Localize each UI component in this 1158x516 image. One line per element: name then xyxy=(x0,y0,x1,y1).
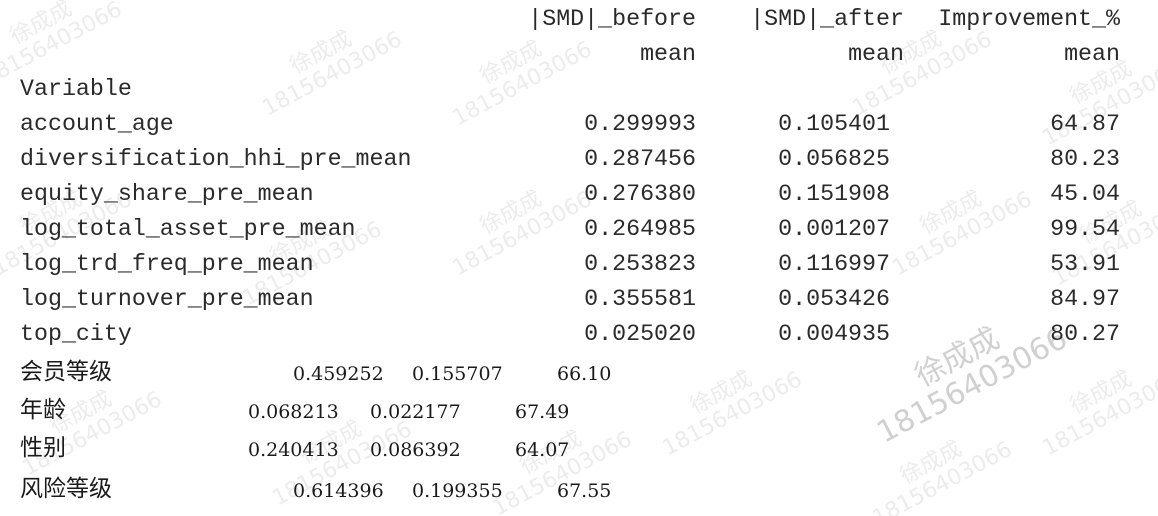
column-subheader-mean: mean xyxy=(640,41,696,67)
row-label: log_turnover_pre_mean xyxy=(20,286,314,312)
row-label: 性别 xyxy=(20,435,66,461)
cell-smd-after: 0.105401 xyxy=(778,111,890,137)
cell-smd-before: 0.068213 xyxy=(248,401,339,423)
cell-smd-after: 0.022177 xyxy=(370,401,461,423)
watermark: 徐成成 18156403066 xyxy=(258,26,407,122)
watermark: 徐成成 18156403066 xyxy=(1038,366,1158,462)
column-header-smd-before: |SMD|_before xyxy=(528,6,696,32)
cell-smd-after: 0.056825 xyxy=(778,146,890,172)
cell-smd-before: 0.355581 xyxy=(584,286,696,312)
row-label: top_city xyxy=(20,321,132,347)
row-label: equity_share_pre_mean xyxy=(20,181,314,207)
cell-smd-after: 0.155707 xyxy=(412,363,503,385)
cell-improvement: 99.54 xyxy=(1050,216,1120,242)
cell-smd-after: 0.004935 xyxy=(778,321,890,347)
cell-smd-before: 0.240413 xyxy=(248,439,339,461)
cell-improvement: 80.27 xyxy=(1050,321,1120,347)
index-name-variable: Variable xyxy=(20,76,132,102)
cell-smd-before: 0.287456 xyxy=(584,146,696,172)
column-subheader-mean: mean xyxy=(848,41,904,67)
cell-improvement: 67.55 xyxy=(557,480,612,502)
cell-smd-after: 0.116997 xyxy=(778,251,890,277)
cell-smd-after: 0.001207 xyxy=(778,216,890,242)
cell-smd-after: 0.086392 xyxy=(370,439,461,461)
column-header-improvement: Improvement_% xyxy=(938,6,1120,32)
cell-smd-before: 0.025020 xyxy=(584,321,696,347)
cell-improvement: 64.87 xyxy=(1050,111,1120,137)
cell-smd-before: 0.276380 xyxy=(584,181,696,207)
column-header-smd-after: |SMD|_after xyxy=(750,6,904,32)
cell-smd-before: 0.253823 xyxy=(584,251,696,277)
cell-smd-after: 0.053426 xyxy=(778,286,890,312)
cell-smd-after: 0.199355 xyxy=(412,480,503,502)
row-label: diversification_hhi_pre_mean xyxy=(20,146,412,172)
row-label: log_trd_freq_pre_mean xyxy=(20,251,314,277)
column-subheader-mean: mean xyxy=(1064,41,1120,67)
watermark: 徐成成 18156403066 xyxy=(658,366,807,462)
row-label: account_age xyxy=(20,111,174,137)
watermark: 徐成成 18156403066 xyxy=(868,436,1017,516)
cell-improvement: 53.91 xyxy=(1050,251,1120,277)
cell-improvement: 64.07 xyxy=(515,439,570,461)
cell-improvement: 45.04 xyxy=(1050,181,1120,207)
row-label: 风险等级 xyxy=(20,476,112,502)
cell-improvement: 66.10 xyxy=(557,363,612,385)
watermark-prominent: 徐成成 18156403066 xyxy=(871,320,1074,451)
cell-smd-before: 0.264985 xyxy=(584,216,696,242)
row-label: log_total_asset_pre_mean xyxy=(20,216,356,242)
cell-improvement: 67.49 xyxy=(515,401,570,423)
cell-smd-before: 0.459252 xyxy=(293,363,384,385)
cell-smd-before: 0.299993 xyxy=(584,111,696,137)
cell-improvement: 84.97 xyxy=(1050,286,1120,312)
cell-smd-before: 0.614396 xyxy=(293,480,384,502)
cell-smd-after: 0.151908 xyxy=(778,181,890,207)
row-label: 会员等级 xyxy=(20,359,112,385)
cell-improvement: 80.23 xyxy=(1050,146,1120,172)
row-label: 年龄 xyxy=(20,397,66,423)
